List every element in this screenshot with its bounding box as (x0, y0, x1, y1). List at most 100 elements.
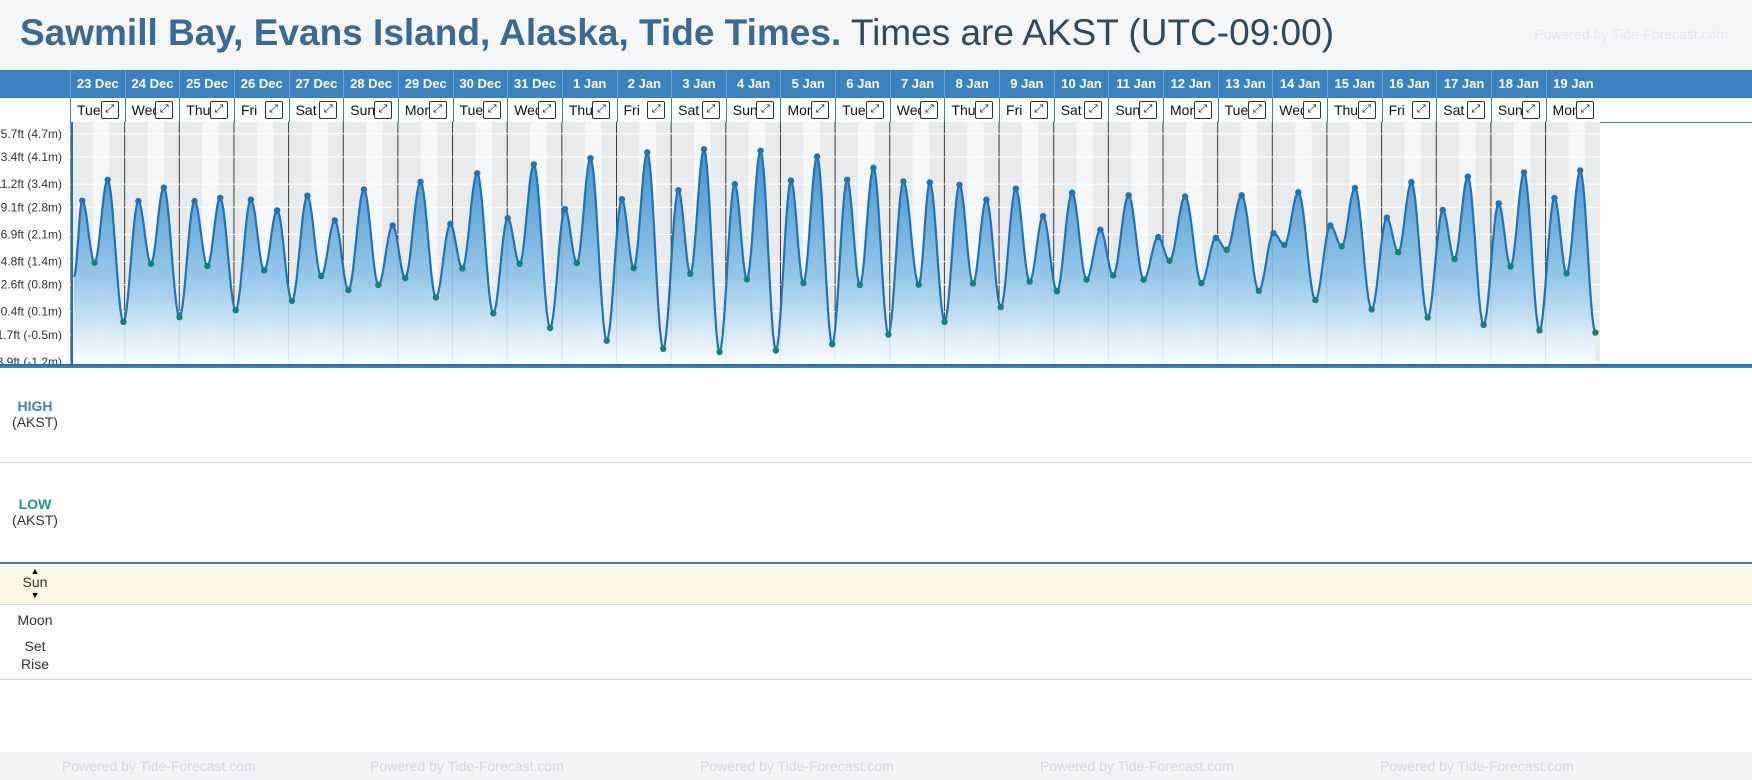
tide-point (1439, 206, 1447, 214)
expand-icon[interactable]: ⤢ (264, 101, 283, 119)
weekday-label: Tue (77, 102, 101, 118)
date-cell: 17 Jan (1436, 70, 1491, 98)
expand-icon[interactable]: ⤢ (701, 101, 720, 119)
tide-point (603, 337, 610, 344)
tide-point (1238, 192, 1245, 199)
weekday-cell: Mon ⤢ (397, 98, 453, 122)
expand-icon[interactable]: ⤢ (1248, 101, 1267, 119)
tide-point (1395, 249, 1402, 256)
weekday-cell: Tue ⤢ (70, 98, 125, 122)
tide-point (317, 272, 325, 280)
weekday-cell: Thu ⤢ (179, 98, 234, 122)
expand-icon[interactable]: ⤢ (1084, 101, 1103, 119)
expand-icon[interactable]: ⤢ (1466, 101, 1485, 119)
expand-icon[interactable]: ⤢ (537, 101, 556, 119)
expand-icon[interactable]: ⤢ (483, 101, 502, 119)
date-cell: 28 Dec (343, 70, 398, 98)
moon-row-bg (0, 604, 1752, 680)
tide-point (345, 286, 352, 294)
expand-icon[interactable]: ⤢ (1357, 101, 1376, 119)
tide-point (490, 310, 497, 317)
expand-icon[interactable]: ⤢ (319, 101, 338, 119)
expand-icon[interactable]: ⤢ (647, 101, 666, 119)
weekday-label: Thu (951, 102, 976, 118)
date-cell: 19 Jan (1545, 70, 1601, 98)
date-cell: 25 Dec (179, 70, 234, 98)
tide-point (844, 176, 851, 183)
tide-point (573, 259, 580, 267)
tide-point (1281, 241, 1288, 248)
expand-icon[interactable]: ⤢ (1029, 101, 1048, 119)
tide-point (1109, 272, 1117, 279)
date-cell: 7 Jan (889, 70, 945, 98)
expand-icon[interactable]: ⤢ (1521, 101, 1540, 119)
tide-point (1097, 226, 1104, 233)
expand-icon[interactable]: ⤢ (920, 101, 939, 119)
tide-point (91, 259, 98, 266)
tide-point (1198, 279, 1205, 287)
tide-point (1270, 230, 1277, 237)
tide-point (1451, 255, 1458, 263)
weekday-label: Sat (1443, 102, 1465, 118)
weekday-label: Tue (842, 102, 866, 118)
tide-point (1507, 263, 1514, 270)
night-band (655, 122, 672, 366)
tide-point (546, 324, 554, 332)
weekday-label: Fri (240, 102, 258, 118)
footer-watermark: Powered by Tide-Forecast.com (62, 758, 256, 774)
weekday-label: Fri (1006, 102, 1023, 118)
tide-point (941, 318, 948, 325)
expand-icon[interactable]: ⤢ (1412, 101, 1431, 119)
expand-icon[interactable]: ⤢ (373, 101, 392, 119)
tide-point (856, 281, 864, 289)
weekday-cell: Sat ⤢ (1053, 98, 1109, 122)
date-cell: 16 Jan (1381, 70, 1437, 98)
weekday-label: Tue (1224, 102, 1249, 118)
tide-point (587, 155, 594, 162)
tide-point (1327, 222, 1334, 229)
tide-point (1312, 296, 1319, 304)
footer-watermark: Powered by Tide-Forecast.com (370, 758, 564, 774)
tide-point (447, 220, 454, 228)
date-cell: 5 Jan (780, 70, 835, 98)
expand-icon[interactable]: ⤢ (865, 101, 884, 119)
expand-icon[interactable]: ⤢ (1138, 101, 1157, 119)
expand-icon[interactable]: ⤢ (100, 101, 119, 119)
expand-icon[interactable]: ⤢ (155, 101, 174, 119)
expand-icon[interactable]: ⤢ (811, 101, 830, 119)
expand-icon[interactable]: ⤢ (756, 101, 775, 119)
tide-point (1212, 234, 1220, 241)
tide-point (731, 180, 738, 188)
tide-point (402, 274, 409, 282)
expand-icon[interactable]: ⤢ (975, 101, 994, 119)
tide-point (716, 348, 723, 356)
expand-icon[interactable]: ⤢ (592, 101, 611, 119)
tide-point (304, 192, 311, 199)
weekday-label: Fri (623, 102, 640, 118)
date-cell: 13 Jan (1217, 70, 1273, 98)
date-cell: 27 Dec (288, 70, 344, 98)
tide-point (1125, 192, 1132, 199)
weekday-cell: Wed ⤢ (1272, 98, 1327, 122)
expand-icon[interactable]: ⤢ (1302, 101, 1321, 119)
tide-point (1039, 213, 1047, 220)
date-cell: 9 Jan (999, 70, 1054, 98)
date-cell: 18 Jan (1490, 70, 1546, 98)
expand-icon[interactable]: ⤢ (1193, 101, 1212, 119)
tide-point (675, 187, 682, 194)
expand-icon[interactable]: ⤢ (1576, 101, 1595, 119)
tide-point (232, 307, 239, 314)
weekday-row: Tue ⤢ Wed ⤢ Thu ⤢ Fri ⤢ Sat ⤢ Sun ⤢ Mon ⤢ Tue ⤢ Wed ⤢ Thu ⤢… (0, 98, 1752, 123)
y-tick-label: 0.4ft (0.1m) (1, 305, 62, 319)
tide-point (772, 347, 780, 354)
moonrise-label: Rise (20, 656, 49, 672)
weekday-label: Sat (1060, 102, 1082, 118)
y-tick-label: 9.1ft (2.8m) (1, 200, 62, 214)
tide-point (1495, 200, 1502, 207)
expand-icon[interactable]: ⤢ (428, 101, 447, 119)
date-cell: 12 Jan (1163, 70, 1218, 98)
expand-icon[interactable]: ⤢ (209, 101, 228, 119)
tide-point (1424, 314, 1431, 321)
weekday-cell: Fri ⤢ (1381, 98, 1437, 122)
weekday-cell: Sat ⤢ (671, 98, 726, 122)
